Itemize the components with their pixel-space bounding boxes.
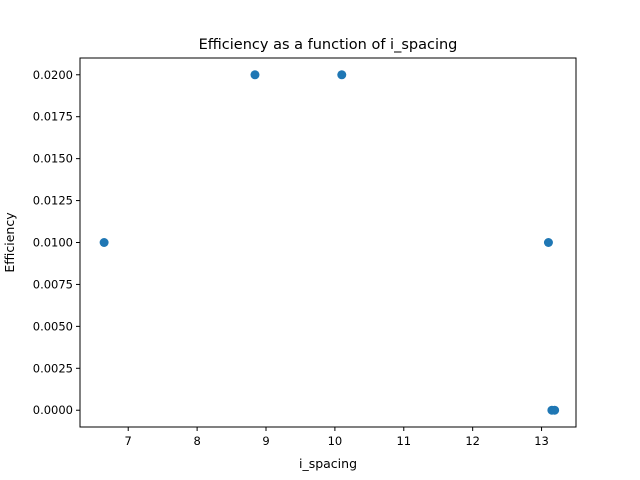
x-tick-label: 9 xyxy=(262,434,269,448)
y-tick-label: 0.0175 xyxy=(33,110,73,124)
scatter-point xyxy=(250,70,260,80)
y-tick-label: 0.0075 xyxy=(33,277,73,291)
x-tick-label: 11 xyxy=(396,434,411,448)
x-tick-label: 10 xyxy=(328,434,343,448)
y-tick-label: 0.0025 xyxy=(33,361,73,375)
x-tick-label: 13 xyxy=(534,434,549,448)
y-tick-label: 0.0125 xyxy=(33,194,73,208)
chart-title: Efficiency as a function of i_spacing xyxy=(199,37,458,53)
x-tick-label: 12 xyxy=(465,434,480,448)
plot-area: 7 8 9 10 11 12 13 0.0000 0.0025 0.0050 0.0075 0.010… xyxy=(33,68,560,448)
y-tick-label: 0.0150 xyxy=(33,152,73,166)
y-tick-label: 0.0000 xyxy=(33,403,73,417)
scatter-point xyxy=(543,238,553,247)
x-tick-label: 7 xyxy=(125,434,132,448)
y-axis-label: Efficiency xyxy=(2,212,17,273)
y-tick-label: 0.0050 xyxy=(33,319,73,333)
x-axis-label: i_spacing xyxy=(299,456,357,471)
scatter-point xyxy=(99,238,109,247)
scatter-point xyxy=(337,70,347,80)
y-tick-label: 0.0100 xyxy=(33,236,73,250)
axes-frame xyxy=(79,57,577,428)
scatter-point xyxy=(550,405,560,415)
x-tick-label: 8 xyxy=(193,434,200,448)
y-tick-label: 0.0200 xyxy=(33,68,73,82)
